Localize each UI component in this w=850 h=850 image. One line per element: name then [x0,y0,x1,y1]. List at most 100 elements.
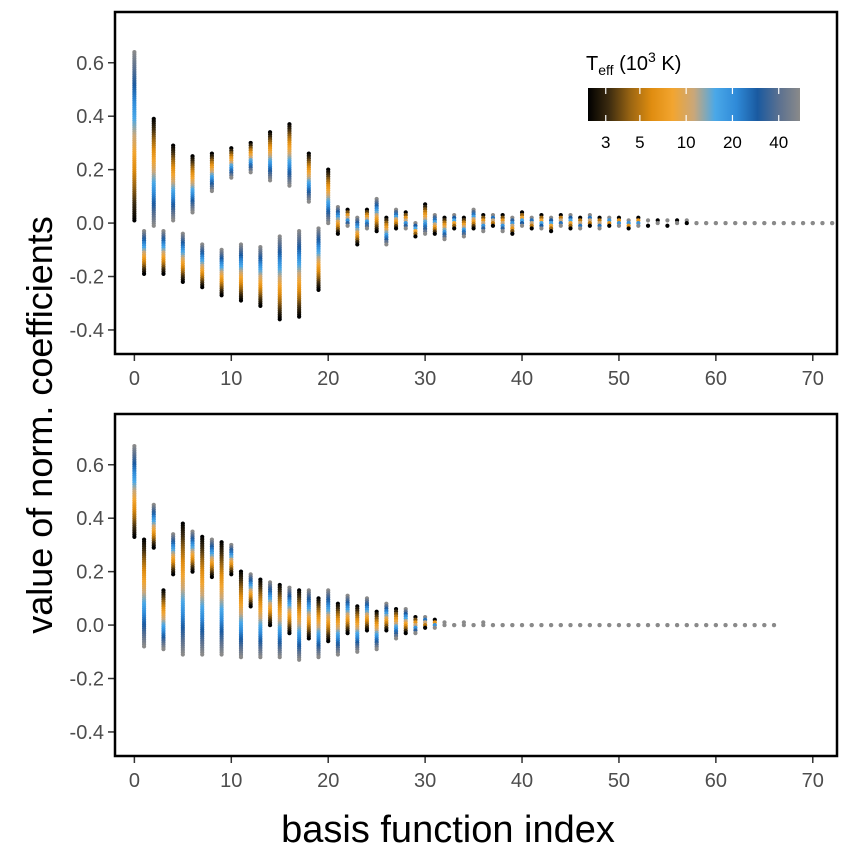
data-point [752,622,757,628]
y-tick-label: 0.2 [76,160,104,182]
data-point [510,622,515,628]
data-point [248,604,253,609]
legend-tick-label: 10 [677,133,696,152]
top-panel: 0 10 20 30 40 50 60 70 -0.4 -0.2 0.0 0.2 0.4 0.6 [70,10,839,390]
data-point [200,285,205,290]
data-point [452,226,457,231]
data-point [500,228,505,234]
data-point [742,622,748,628]
data-point [141,271,147,276]
teff-colorbar-legend: Teff (103 K) 3 5 10 20 40 [586,49,800,152]
x-tick-label: 40 [511,368,533,390]
data-point [616,622,622,628]
data-point [297,657,302,662]
data-point [171,572,176,577]
data-point [704,220,709,226]
data-point [355,649,360,654]
data-point [161,647,166,652]
data-point [645,622,651,628]
data-point [277,317,282,322]
data-point [219,652,224,657]
x-tick-label: 60 [705,368,727,390]
data-point [645,223,651,228]
x-tick-label: 20 [317,368,339,390]
data-point [665,223,670,228]
y-tick-label: -0.4 [70,722,104,744]
data-point [316,287,321,292]
data-point [151,545,156,550]
legend-title-sub: eff [598,62,613,78]
bottom-panel-frame [113,412,839,758]
data-point [510,231,515,236]
data-point [490,223,496,228]
legend-title-main: T [586,53,598,75]
y-tick-label: 0.6 [76,455,104,477]
x-tick-label: 50 [608,770,630,792]
x-tick-label: 50 [608,368,630,390]
data-point [452,622,457,628]
data-point [229,572,234,577]
data-point [258,303,263,309]
data-point [432,231,437,236]
legend-title-sup: 3 [648,49,656,65]
data-point [626,622,631,628]
data-point [490,622,496,628]
data-point [558,223,563,228]
data-point [626,226,631,231]
data-point [665,218,670,223]
x-tick-label: 30 [414,770,436,792]
data-point [190,569,195,574]
x-tick-label: 10 [220,368,242,390]
data-point [141,644,147,649]
data-point [733,220,738,226]
data-point [238,655,244,660]
y-tick-label: -0.4 [70,320,104,342]
legend-title-rest-a: (10 [614,53,648,75]
data-point [742,220,748,226]
data-point [820,220,825,226]
data-point [384,628,389,633]
data-point [219,293,224,298]
data-point [607,223,612,228]
data-point [607,622,612,628]
top-panel-frame [113,10,839,356]
data-point [326,220,331,226]
legend-colorbar [588,88,800,121]
y-tick-label: 0.0 [76,213,104,235]
data-point [704,622,709,628]
top-panel-points [132,49,835,322]
data-point [519,622,525,628]
data-point [597,622,602,628]
y-axis-title: value of norm. coefficients [19,216,60,634]
data-point [335,652,340,657]
data-point [655,220,660,226]
data-point [403,226,408,231]
data-point [723,220,728,226]
data-point [335,231,340,236]
y-tick-label: -0.2 [70,267,104,289]
x-tick-label: 0 [129,770,140,792]
data-point [442,237,447,242]
bottom-panel: 0 10 20 30 40 50 60 70 -0.4 -0.2 0.0 0.2 0.4 0.6 [70,412,839,792]
data-point [267,622,273,628]
data-point [636,223,641,228]
data-point [674,622,680,628]
x-tick-label: 70 [802,770,824,792]
data-point [771,622,777,628]
data-point [481,228,486,234]
data-point [645,218,651,223]
data-point [326,639,331,644]
data-point [442,622,447,628]
data-point [306,199,311,204]
data-point [393,226,399,231]
data-point [578,622,583,628]
data-point [655,622,660,628]
data-point [471,622,476,628]
data-point [345,223,350,228]
data-point [568,226,573,231]
x-axis-title: basis function index [281,809,615,850]
data-point [587,622,592,628]
data-point [529,622,534,628]
data-point [413,630,418,636]
